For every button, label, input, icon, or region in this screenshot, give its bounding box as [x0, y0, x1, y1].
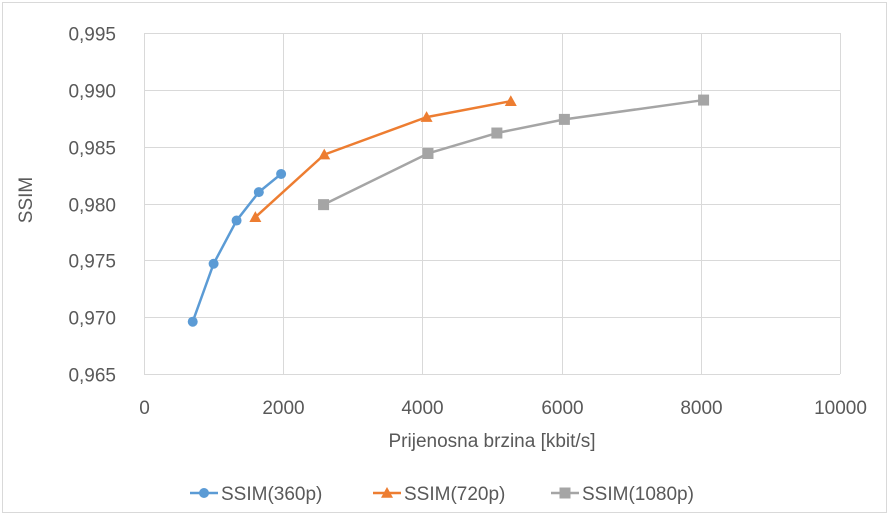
data-point: [249, 211, 262, 222]
x-tick-label: 4000: [401, 398, 443, 419]
legend-item: SSIM(1080p): [551, 484, 694, 505]
series-SSIM(720p): [249, 95, 517, 222]
y-tick-label: 0,970: [68, 309, 116, 330]
data-point: [420, 111, 433, 122]
data-point: [558, 113, 570, 125]
data-point: [698, 94, 710, 106]
y-tick-label: 0,995: [68, 25, 116, 46]
y-tick-label: 0,965: [68, 366, 116, 387]
legend-marker: [381, 487, 393, 498]
data-point: [491, 127, 503, 139]
data-point: [422, 147, 434, 159]
legend-item: SSIM(360p): [190, 484, 322, 505]
y-tick-label: 0,980: [68, 196, 116, 217]
series-layer: [187, 94, 710, 327]
data-point: [318, 199, 330, 211]
data-point: [318, 148, 331, 160]
y-tick-label: 0,990: [68, 82, 116, 103]
x-tick-label: 8000: [680, 398, 722, 419]
x-axis-title: Prijenosna brzina [kbit/s]: [389, 431, 596, 452]
x-tick-label: 10000: [814, 398, 867, 419]
series-line: [254, 99, 512, 219]
legend-label: SSIM(720p): [404, 484, 505, 505]
data-point: [231, 215, 242, 226]
grid-layer: [144, 33, 841, 375]
data-point: [187, 316, 198, 327]
series-SSIM(1080p): [318, 94, 710, 211]
legend-item: SSIM(720p): [373, 484, 505, 505]
tick-labels: 0,965 0,970 0,975 0,980 0,985 0,990 0,995 0 2000…: [68, 25, 866, 420]
legend-marker: [199, 488, 209, 498]
x-tick-label: 2000: [262, 398, 304, 419]
y-axis-title: SSIM: [16, 177, 37, 223]
series-line: [323, 98, 704, 206]
legend-label: SSIM(1080p): [582, 484, 694, 505]
x-tick-label: 6000: [541, 398, 583, 419]
legend-label: SSIM(360p): [221, 484, 322, 505]
legend: SSIM(360p) SSIM(720p) SSIM(1080p): [190, 484, 694, 505]
legend-marker: [559, 487, 571, 499]
data-point: [253, 187, 264, 198]
y-tick-label: 0,985: [68, 139, 116, 160]
y-tick-label: 0,975: [68, 252, 116, 273]
data-point: [276, 168, 287, 179]
series-line: [191, 172, 282, 323]
series-SSIM(360p): [187, 168, 287, 327]
x-tick-label: 0: [139, 398, 150, 419]
data-point: [504, 95, 517, 106]
data-point: [208, 258, 219, 269]
